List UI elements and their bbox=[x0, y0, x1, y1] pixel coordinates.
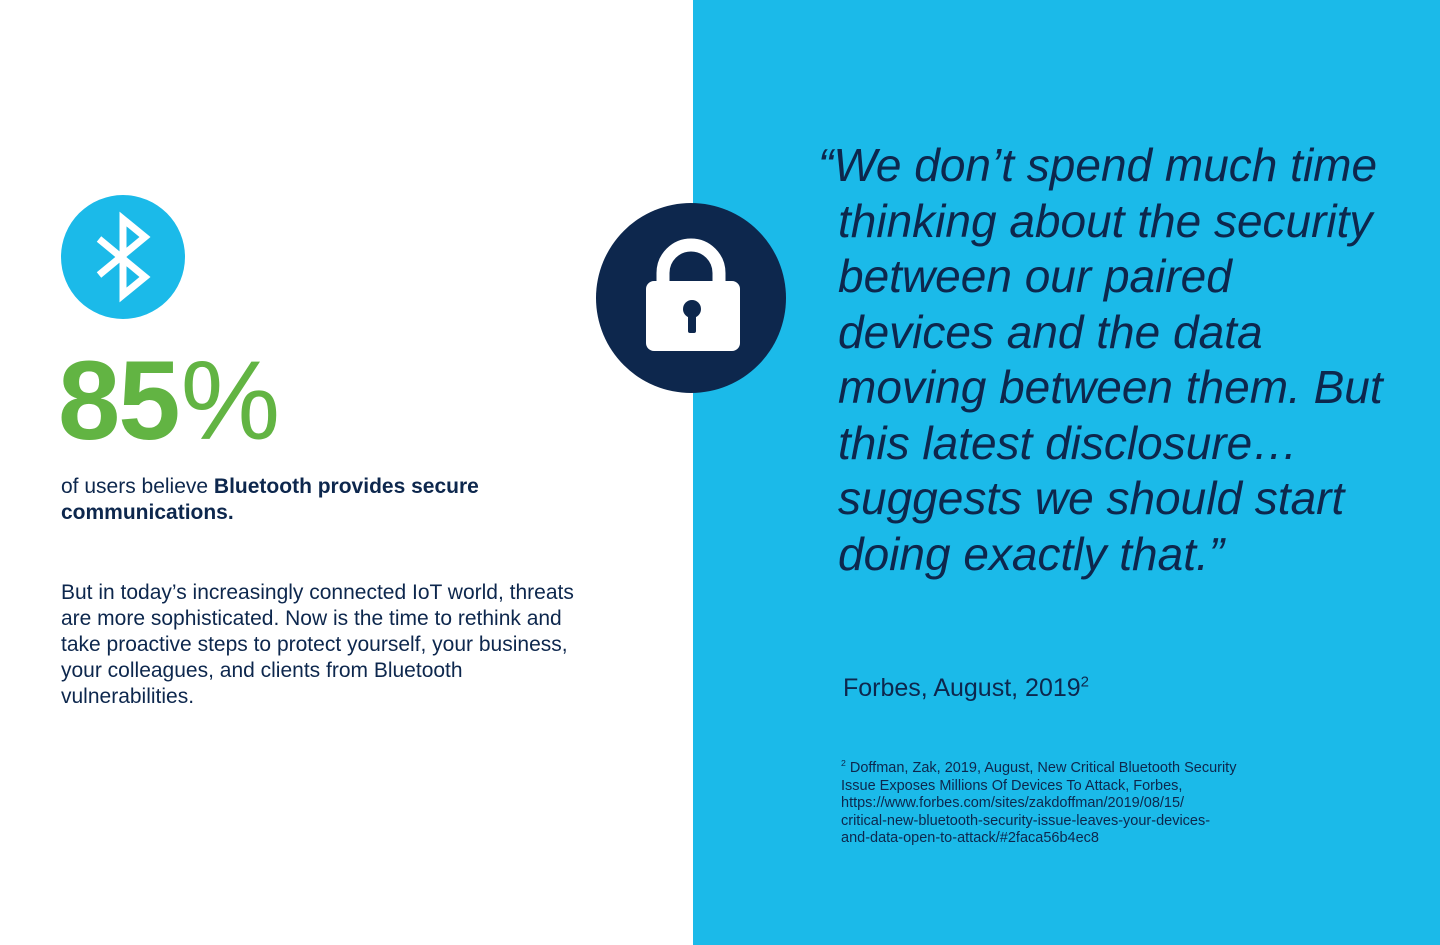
footnote-line: Issue Exposes Millions Of Devices To Att… bbox=[841, 777, 1183, 794]
footnote-line: and-data-open-to-attack/#2faca56b4ec8 bbox=[841, 830, 1099, 846]
footnote-line: 2 Doffman, Zak, 2019, August, New Critic… bbox=[841, 758, 1237, 776]
left-panel bbox=[0, 0, 693, 945]
pull-quote: “We don’t spend much time thinking about… bbox=[818, 139, 1383, 580]
footnote-line: critical-new-bluetooth-security-issue-le… bbox=[841, 812, 1211, 829]
lock-icon bbox=[646, 238, 740, 351]
quote-source-ref: 2 bbox=[1080, 673, 1090, 691]
stat-number: 85 bbox=[58, 338, 181, 463]
footnote: 2 Doffman, Zak, 2019, August, New Critic… bbox=[841, 758, 1301, 848]
stat-unit: % bbox=[180, 338, 281, 463]
lock-badge bbox=[596, 203, 786, 393]
footnote-line: https://www.forbes.com/sites/zakdoffman/… bbox=[841, 795, 1185, 811]
stat-caption: of users believe Bluetooth provides secu… bbox=[61, 474, 501, 526]
right-panel bbox=[693, 0, 1440, 945]
body-paragraph: But in today’s increasingly connected Io… bbox=[61, 581, 574, 708]
stat-caption-bold: Bluetooth provides secure communications… bbox=[61, 475, 479, 524]
stat-caption-prefix: of users believe bbox=[61, 475, 214, 498]
quote-source: Forbes, August, 20192 bbox=[843, 672, 1089, 704]
bluetooth-icon bbox=[96, 211, 151, 303]
bluetooth-badge bbox=[61, 195, 185, 319]
quote-source-text: Forbes, August, 2019 bbox=[843, 674, 1081, 702]
stat-figure: 85% bbox=[58, 345, 280, 457]
footnote-marker: 2 bbox=[841, 758, 846, 769]
